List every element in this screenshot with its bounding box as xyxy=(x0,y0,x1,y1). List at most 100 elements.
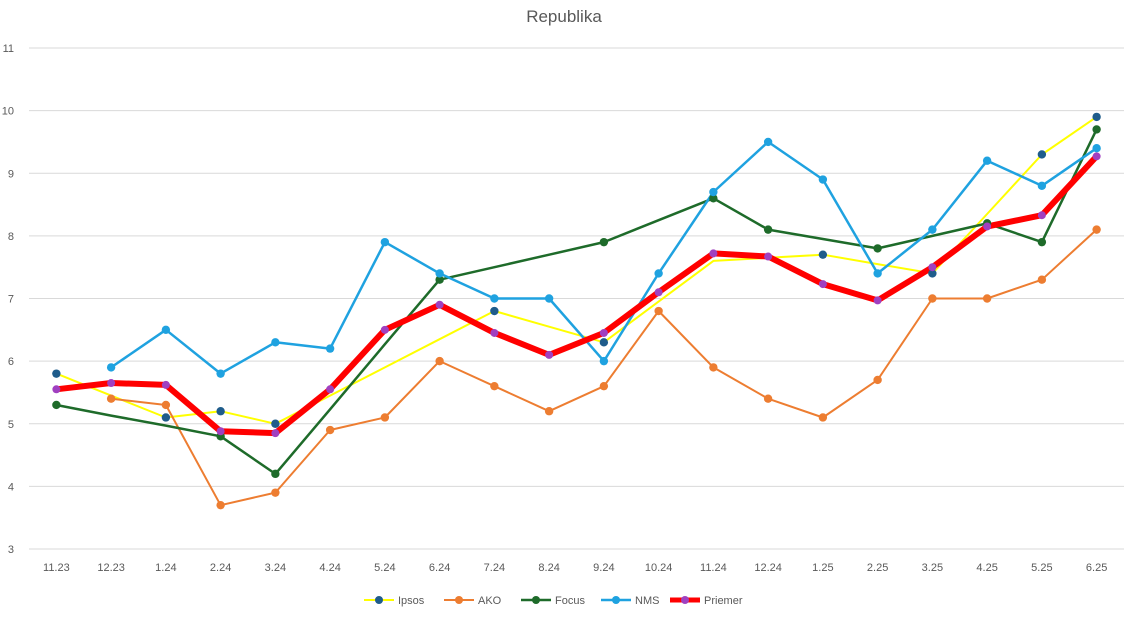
y-tick-label: 8 xyxy=(8,231,14,243)
data-point-priemer xyxy=(161,380,170,389)
data-point-ipsos xyxy=(818,250,828,259)
x-tick-label: 12.24 xyxy=(754,562,782,574)
x-tick-label: 5.24 xyxy=(374,562,395,574)
legend-label: Priemer xyxy=(704,595,743,607)
data-point-focus xyxy=(599,237,609,247)
data-point-ako xyxy=(490,381,499,391)
x-tick-label: 4.25 xyxy=(976,562,997,574)
data-point-ipsos xyxy=(928,269,937,278)
data-point-nms xyxy=(435,269,444,278)
data-point-nms xyxy=(271,338,280,347)
data-point-nms xyxy=(982,156,992,165)
legend-label: Focus xyxy=(555,595,585,607)
data-point-priemer xyxy=(107,379,116,388)
y-tick-label: 3 xyxy=(8,544,14,556)
data-point-ako xyxy=(544,407,554,416)
data-point-ako xyxy=(928,294,937,303)
legend-item-focus: Focus xyxy=(521,595,585,607)
data-point-nms xyxy=(161,325,171,335)
legend-item-priemer: Priemer xyxy=(670,595,743,607)
data-point-nms xyxy=(654,269,663,278)
chart-title: Republika xyxy=(526,7,602,26)
data-point-priemer xyxy=(52,385,61,394)
data-point-priemer xyxy=(380,325,389,334)
y-axis-ticks: 3 4 5 6 7 8 9 10 11 xyxy=(2,43,14,556)
data-point-priemer xyxy=(599,328,608,337)
legend-swatch-marker xyxy=(612,596,620,604)
data-point-nms xyxy=(1092,144,1101,153)
data-point-ipsos xyxy=(1037,150,1047,159)
x-tick-label: 2.24 xyxy=(210,562,231,574)
legend-swatch-marker xyxy=(532,596,540,604)
data-point-ako xyxy=(709,363,718,372)
data-point-nms xyxy=(873,269,882,278)
data-point-ipsos xyxy=(599,338,609,347)
x-tick-label: 8.24 xyxy=(538,562,559,574)
data-point-priemer xyxy=(983,222,992,231)
data-point-nms xyxy=(928,225,937,234)
data-point-ako xyxy=(1092,225,1101,234)
legend-item-ipsos: Ipsos xyxy=(364,595,425,607)
x-tick-label: 6.24 xyxy=(429,562,450,574)
data-point-ako xyxy=(106,394,116,403)
data-point-priemer xyxy=(271,429,280,438)
y-tick-label: 4 xyxy=(8,481,14,493)
x-tick-label: 5.25 xyxy=(1031,562,1052,574)
data-point-ipsos xyxy=(1092,112,1101,122)
x-tick-label: 3.25 xyxy=(922,562,943,574)
x-tick-label: 12.23 xyxy=(97,562,125,574)
data-point-focus xyxy=(271,469,280,479)
x-tick-label: 11.24 xyxy=(700,562,727,574)
data-point-ipsos xyxy=(216,407,225,416)
data-point-priemer xyxy=(764,252,773,261)
data-point-nms xyxy=(599,356,609,366)
y-tick-label: 6 xyxy=(8,356,14,368)
legend-item-nms: NMS xyxy=(601,595,659,607)
data-point-priemer xyxy=(545,350,554,359)
data-point-nms xyxy=(709,187,718,197)
x-tick-label: 7.24 xyxy=(484,562,505,574)
data-point-ipsos xyxy=(490,306,499,316)
x-tick-label: 10.24 xyxy=(645,562,673,574)
data-point-priemer xyxy=(873,296,882,305)
data-point-focus xyxy=(52,400,61,410)
x-tick-label: 4.24 xyxy=(319,562,340,574)
y-tick-label: 7 xyxy=(8,294,14,306)
data-point-ako xyxy=(654,306,663,316)
series-line-priemer xyxy=(53,153,1100,437)
data-point-nms xyxy=(380,237,390,247)
data-point-ako xyxy=(216,500,225,510)
x-tick-label: 1.25 xyxy=(812,562,833,574)
x-tick-label: 1.24 xyxy=(155,562,176,574)
y-tick-label: 11 xyxy=(3,43,14,55)
data-point-ako xyxy=(271,488,280,497)
data-point-focus xyxy=(435,275,444,284)
x-tick-label: 6.25 xyxy=(1086,562,1107,574)
data-point-ipsos xyxy=(52,369,61,378)
data-point-nms xyxy=(544,294,554,303)
x-tick-label: 3.24 xyxy=(265,562,286,574)
data-point-ako xyxy=(599,381,609,391)
data-point-ako xyxy=(818,413,828,422)
data-point-nms xyxy=(763,137,773,147)
x-axis-ticks: 11.23 12.23 1.24 2.24 3.24 4.24 5.24 6.24 7.24 8.… xyxy=(43,562,1107,574)
data-point-priemer xyxy=(709,249,718,258)
data-point-nms xyxy=(216,369,225,378)
data-point-priemer xyxy=(435,300,444,309)
data-point-priemer xyxy=(326,385,335,394)
data-point-priemer xyxy=(490,328,499,337)
legend-label: Ipsos xyxy=(398,595,425,607)
legend: Ipsos AKO Focus NMS Priemer xyxy=(364,595,743,607)
data-point-ako xyxy=(1037,275,1047,284)
data-point-ako xyxy=(982,294,992,303)
data-point-focus xyxy=(1037,237,1047,247)
series-group xyxy=(52,112,1101,510)
data-point-nms xyxy=(325,344,335,353)
data-point-focus xyxy=(763,225,773,234)
x-tick-label: 2.25 xyxy=(867,562,888,574)
data-point-priemer xyxy=(1037,211,1046,220)
data-point-ipsos xyxy=(161,413,171,422)
data-point-ako xyxy=(763,394,773,403)
data-point-focus xyxy=(709,194,718,203)
